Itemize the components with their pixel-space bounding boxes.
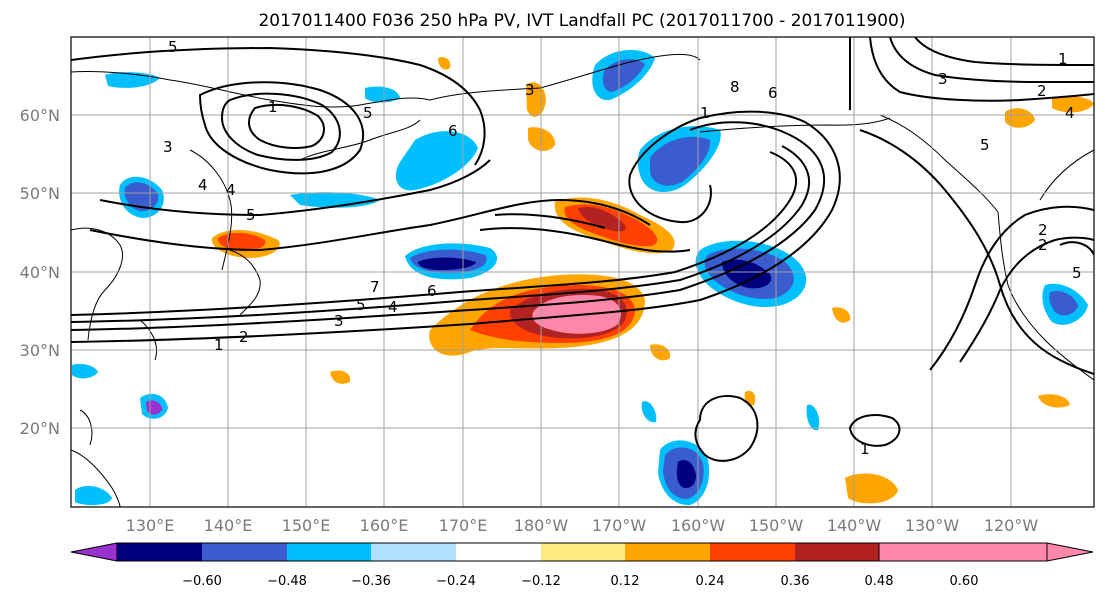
colorbar-tick-label: 0.48	[865, 574, 894, 589]
contour-label: 5	[246, 206, 256, 224]
colorbar-segment	[710, 543, 795, 561]
colorbar-segment	[117, 543, 202, 561]
contour-label: 2	[1038, 221, 1048, 239]
colorbar-tick-label: −0.48	[267, 574, 307, 589]
contour-label: 5	[356, 296, 366, 314]
colorbar-tick-label: −0.36	[351, 574, 391, 589]
contour-label: 3	[334, 312, 344, 330]
gridlines	[71, 37, 1094, 507]
contour-label: 2	[1037, 82, 1047, 100]
contour-label: 3	[525, 81, 535, 99]
coastlines	[71, 53, 1094, 507]
lon-label: 150°W	[749, 516, 804, 535]
lat-label: 30°N	[20, 341, 60, 360]
contour-label: 6	[427, 282, 437, 300]
lon-label: 130°W	[905, 516, 960, 535]
contour-label: 4	[388, 298, 398, 316]
contour-label: 4	[1065, 104, 1075, 122]
lon-label: 160°E	[360, 516, 409, 535]
lon-label: 170°W	[592, 516, 647, 535]
colorbar-segment	[795, 543, 879, 561]
contour-label: 4	[226, 181, 236, 199]
contour-label: 1	[1058, 50, 1068, 68]
colorbar-tick-label: −0.24	[436, 574, 476, 589]
contour-label: 2	[239, 328, 249, 346]
lat-label: 20°N	[20, 419, 60, 438]
latitude-labels: 60°N 50°N 40°N 30°N 20°N	[20, 106, 60, 438]
contour-label: 3	[938, 70, 948, 88]
contour-labels: 5 1 3 4 5 6 8 6 7 6 5 4 3 2 1 3 2 4 5 2 …	[163, 38, 1082, 458]
contour-label: 7	[370, 278, 380, 296]
contour-label: 5	[168, 38, 178, 56]
contour-label: 6	[448, 122, 458, 140]
contour-label: 1	[214, 336, 224, 354]
contour-label: 6	[768, 84, 778, 102]
contour-label: 5	[980, 136, 990, 154]
contour-label: 4	[198, 176, 208, 194]
colorbar-extend-low	[70, 542, 118, 562]
colorbar-tick-label: 0.12	[611, 574, 640, 589]
lon-label: 120°W	[984, 516, 1039, 535]
lat-label: 50°N	[20, 184, 60, 203]
colorbar-tick-label: −0.60	[182, 574, 222, 589]
contour-label: 3	[163, 138, 173, 156]
shaded-anomalies	[72, 49, 1094, 506]
contour-label: 5	[1072, 264, 1082, 282]
contour-label: 1	[700, 104, 710, 122]
colorbar-segment	[371, 543, 456, 561]
lat-label: 60°N	[20, 106, 60, 125]
map-title: 2017011400 F036 250 hPa PV, IVT Landfall…	[258, 11, 905, 31]
pv-contours	[71, 37, 1094, 462]
lon-label: 140°W	[827, 516, 882, 535]
lon-label: 150°E	[282, 516, 331, 535]
colorbar-segment	[456, 543, 541, 561]
colorbar-segment	[541, 543, 625, 561]
contour-label: 5	[363, 104, 373, 122]
map-frame	[70, 36, 1095, 508]
contour-label: 2	[1038, 236, 1048, 254]
colorbar: −0.60 −0.48 −0.36 −0.24 −0.12 0.12 0.24 …	[70, 542, 1094, 589]
colorbar-extend-high	[878, 542, 1094, 562]
colorbar-tick-label: 0.36	[781, 574, 810, 589]
lon-label: 180°W	[514, 516, 569, 535]
colorbar-segment	[625, 543, 710, 561]
colorbar-tick-label: −0.12	[521, 574, 561, 589]
colorbar-segment	[287, 543, 371, 561]
lon-label: 130°E	[126, 516, 175, 535]
colorbar-tick-label: 0.60	[950, 574, 979, 589]
longitude-labels: 130°E 140°E 150°E 160°E 170°E 180°W 170°…	[126, 516, 1039, 535]
map-panel: 5 1 3 4 5 6 8 6 7 6 5 4 3 2 1 3 2 4 5 2 …	[71, 37, 1094, 507]
contour-label: 8	[730, 78, 740, 96]
lon-label: 160°W	[671, 516, 726, 535]
colorbar-tick-label: 0.24	[696, 574, 725, 589]
colorbar-segment	[202, 543, 287, 561]
contour-label: 1	[860, 440, 870, 458]
lat-label: 40°N	[20, 263, 60, 282]
contour-label: 1	[268, 98, 278, 116]
lon-label: 140°E	[204, 516, 253, 535]
lon-label: 170°E	[439, 516, 488, 535]
